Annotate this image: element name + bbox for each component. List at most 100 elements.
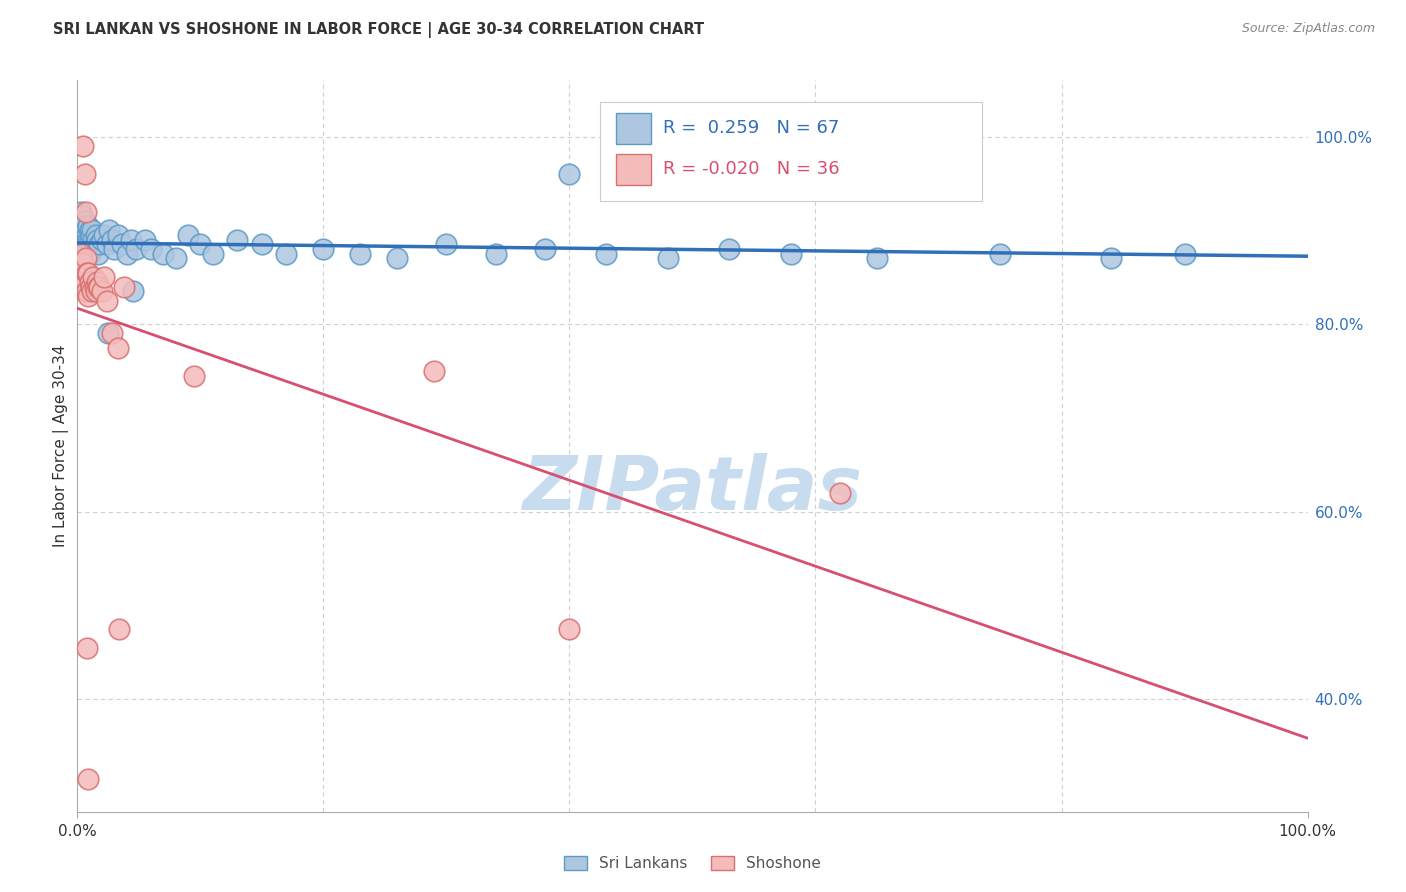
- Point: [89, 237, 111, 252]
- Point: [387, 252, 409, 266]
- Point: [83, 279, 105, 293]
- Point: [93, 270, 115, 285]
- Point: [349, 246, 371, 260]
- Point: [89, 279, 111, 293]
- Point: [115, 246, 138, 260]
- Point: [866, 252, 889, 266]
- FancyBboxPatch shape: [616, 113, 651, 144]
- Point: [97, 326, 120, 341]
- Point: [250, 237, 273, 252]
- Point: [90, 285, 114, 299]
- Point: [82, 223, 104, 237]
- Point: [77, 266, 100, 280]
- Point: [152, 246, 174, 260]
- Point: [80, 242, 103, 256]
- Point: [77, 289, 100, 303]
- Point: [76, 242, 98, 256]
- Point: [423, 364, 446, 378]
- Point: [73, 214, 96, 228]
- Point: [76, 285, 98, 299]
- Legend: Sri Lankans, Shoshone: Sri Lankans, Shoshone: [558, 850, 827, 877]
- Point: [77, 772, 100, 786]
- Point: [70, 242, 93, 256]
- Point: [80, 227, 103, 242]
- Point: [80, 279, 103, 293]
- Point: [96, 293, 118, 308]
- Point: [82, 242, 104, 256]
- Point: [75, 204, 97, 219]
- Point: [1174, 246, 1197, 260]
- Point: [82, 285, 104, 299]
- Point: [112, 279, 135, 293]
- Point: [76, 266, 98, 280]
- Point: [485, 246, 508, 260]
- Point: [72, 246, 94, 260]
- Point: [82, 233, 104, 247]
- Point: [107, 341, 129, 355]
- Point: [558, 167, 581, 181]
- Point: [75, 223, 97, 237]
- Point: [76, 640, 98, 655]
- Point: [107, 227, 129, 242]
- Point: [190, 237, 212, 252]
- Point: [87, 246, 110, 260]
- Point: [534, 242, 557, 256]
- Point: [86, 233, 108, 247]
- Point: [780, 246, 803, 260]
- Point: [141, 242, 163, 256]
- Point: [90, 233, 114, 247]
- Point: [73, 285, 96, 299]
- Point: [72, 219, 94, 233]
- Point: [276, 246, 298, 260]
- Point: [177, 227, 200, 242]
- Point: [79, 233, 101, 247]
- Point: [75, 252, 97, 266]
- Point: [134, 233, 156, 247]
- Point: [108, 622, 131, 636]
- Point: [558, 622, 581, 636]
- Point: [73, 237, 96, 252]
- Point: [82, 270, 104, 285]
- Point: [73, 227, 96, 242]
- Point: [101, 233, 124, 247]
- Point: [87, 279, 110, 293]
- Point: [86, 275, 108, 289]
- Point: [79, 246, 101, 260]
- Point: [70, 260, 93, 275]
- Point: [84, 227, 107, 242]
- Point: [72, 233, 94, 247]
- Point: [103, 242, 125, 256]
- Point: [96, 237, 118, 252]
- Point: [595, 246, 617, 260]
- Point: [75, 233, 97, 247]
- Point: [165, 252, 187, 266]
- Point: [79, 275, 101, 289]
- Point: [73, 167, 96, 181]
- Point: [98, 223, 121, 237]
- Point: [77, 219, 100, 233]
- Point: [73, 270, 96, 285]
- Point: [72, 139, 94, 153]
- Point: [312, 242, 335, 256]
- Text: SRI LANKAN VS SHOSHONE IN LABOR FORCE | AGE 30-34 CORRELATION CHART: SRI LANKAN VS SHOSHONE IN LABOR FORCE | …: [53, 22, 704, 38]
- Point: [93, 227, 115, 242]
- Point: [72, 256, 94, 270]
- Point: [76, 227, 98, 242]
- FancyBboxPatch shape: [616, 154, 651, 185]
- Point: [70, 209, 93, 223]
- Point: [226, 233, 249, 247]
- Point: [125, 242, 148, 256]
- Text: R = -0.020   N = 36: R = -0.020 N = 36: [664, 160, 839, 178]
- Point: [101, 326, 124, 341]
- Point: [1099, 252, 1122, 266]
- Point: [183, 368, 205, 383]
- Point: [75, 275, 97, 289]
- Point: [70, 246, 93, 260]
- Text: Source: ZipAtlas.com: Source: ZipAtlas.com: [1241, 22, 1375, 36]
- Point: [121, 233, 143, 247]
- Point: [121, 285, 143, 299]
- Text: R =  0.259   N = 67: R = 0.259 N = 67: [664, 119, 839, 136]
- Y-axis label: In Labor Force | Age 30-34: In Labor Force | Age 30-34: [53, 344, 69, 548]
- Point: [436, 237, 458, 252]
- FancyBboxPatch shape: [600, 103, 981, 201]
